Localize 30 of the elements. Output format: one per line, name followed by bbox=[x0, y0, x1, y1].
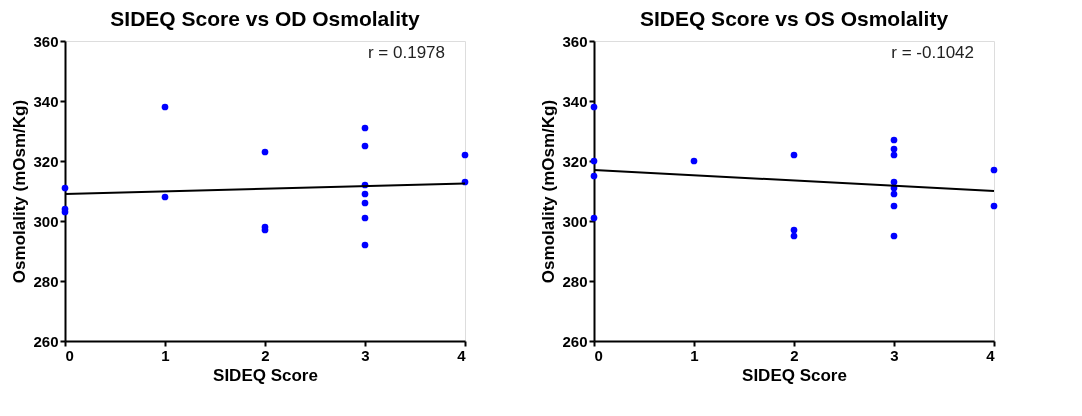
y-tick-label: 300 bbox=[562, 212, 588, 230]
chart-title: SIDEQ Score vs OD Osmolality bbox=[110, 7, 420, 30]
y-tick-label: 280 bbox=[562, 272, 588, 290]
y-tick-label: 260 bbox=[562, 332, 588, 350]
y-tick-label: 280 bbox=[33, 272, 59, 290]
y-axis-title: Osmolality (mOsm/Kg) bbox=[539, 99, 559, 284]
y-axis-title: Osmolality (mOsm/Kg) bbox=[10, 99, 30, 284]
y-tick-label: 340 bbox=[562, 92, 588, 110]
x-axis-title: SIDEQ Score bbox=[213, 365, 318, 385]
annotation: r = 0.1978 bbox=[367, 43, 445, 62]
x-tick-label: 2 bbox=[261, 346, 270, 364]
x-axis-title: SIDEQ Score bbox=[742, 365, 847, 385]
y-tick-label: 360 bbox=[562, 32, 588, 50]
y-tick-label: 300 bbox=[33, 212, 59, 230]
y-tick-label: 360 bbox=[33, 32, 59, 50]
chart-title: SIDEQ Score vs OS Osmolality bbox=[639, 7, 949, 30]
x-tick-label: 1 bbox=[690, 346, 699, 364]
y-tick-label: 320 bbox=[33, 152, 59, 170]
x-tick-label: 2 bbox=[790, 346, 799, 364]
y-tick-label: 340 bbox=[33, 92, 59, 110]
y-tick-label: 320 bbox=[562, 152, 588, 170]
x-tick-label: 4 bbox=[457, 346, 467, 364]
x-tick-label: 0 bbox=[65, 346, 74, 364]
x-tick-label: 1 bbox=[161, 346, 170, 364]
x-tick-label: 3 bbox=[361, 346, 370, 364]
x-tick-label: 4 bbox=[986, 346, 996, 364]
x-tick-label: 0 bbox=[594, 346, 603, 364]
y-tick-label: 260 bbox=[33, 332, 59, 350]
x-tick-label: 3 bbox=[890, 346, 899, 364]
annotation: r = -0.1042 bbox=[891, 43, 974, 62]
